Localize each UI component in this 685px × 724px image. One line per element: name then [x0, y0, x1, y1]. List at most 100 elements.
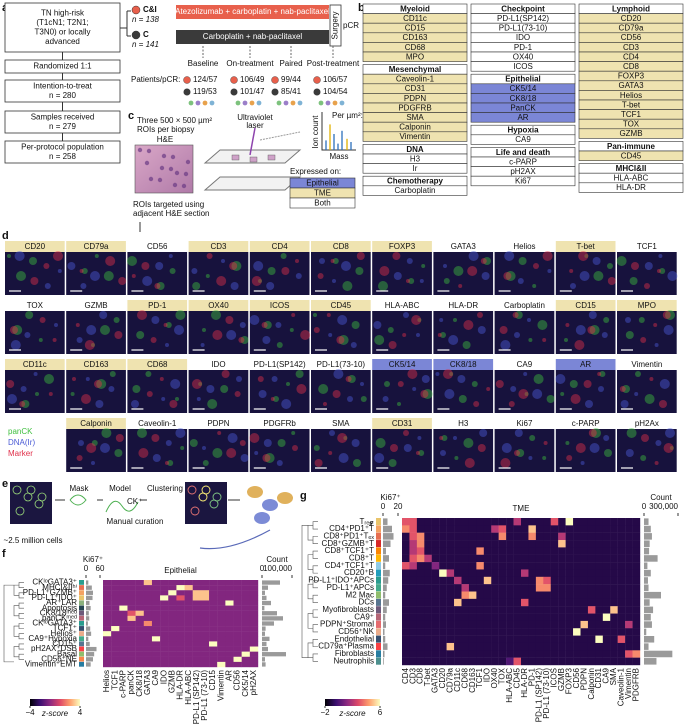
row-label: CA9⁺ [354, 612, 374, 621]
heatmap-cell [513, 591, 522, 600]
ki67-bar [383, 569, 390, 577]
tile-cell [319, 258, 325, 264]
c-count: 101/47 [240, 87, 265, 96]
tile-label: CD4 [272, 242, 289, 251]
flow-text: (T1cN1; T2N1; [36, 18, 88, 27]
heatmap-cell [573, 620, 581, 629]
heatmap-cell [409, 554, 418, 563]
tile-cell [156, 282, 165, 290]
tile-label: PD-L1(73-10) [317, 360, 366, 369]
heatmap-cell [446, 540, 455, 548]
tile-cell [569, 269, 574, 273]
heatmap-cell [558, 584, 566, 592]
heatmap-cell [233, 620, 242, 627]
tile-cell [564, 338, 568, 342]
heatmap-cell [249, 605, 259, 611]
tile-label: ICOS [270, 301, 290, 310]
tile-label: CD31 [392, 419, 413, 428]
heatmap-cell [632, 584, 641, 592]
heatmap-cell [424, 554, 432, 563]
tile-cell [619, 386, 626, 392]
tile-cell [555, 374, 566, 384]
heatmap-cell [192, 595, 202, 601]
heatmap-cell [103, 590, 112, 596]
tile-cell [142, 276, 153, 286]
tile-cell [95, 400, 104, 408]
heatmap-cell [558, 650, 566, 658]
heatmap-cell [225, 615, 234, 622]
clustered-image [185, 482, 227, 524]
tile-image [555, 311, 616, 354]
tile-label: Ki67 [516, 419, 533, 428]
ki67-bar [383, 525, 392, 533]
heatmap-cell [111, 610, 120, 617]
ki67-bar [383, 628, 385, 636]
heatmap-cell [468, 650, 477, 658]
tile-cell [273, 396, 279, 402]
heatmap-cell [103, 661, 112, 668]
heatmap-cell [151, 605, 161, 611]
tile-cell [267, 267, 276, 275]
heatmap-cell [127, 631, 136, 637]
heatmap-cell [431, 642, 440, 651]
marker-name: SMA [406, 113, 424, 122]
ki67-bar [86, 595, 93, 601]
heatmap-cell [184, 620, 193, 627]
heatmap-cell [468, 518, 477, 526]
tile-label: FOXP3 [389, 242, 416, 251]
heatmap-cell [225, 656, 234, 663]
heatmap-cell [111, 651, 120, 657]
heatmap-cell [151, 661, 161, 668]
heatmap-cell [111, 656, 120, 663]
heatmap-cell [241, 585, 251, 591]
tile-cell [10, 326, 18, 334]
heatmap-cell [491, 584, 499, 592]
tile-cell [532, 389, 543, 399]
heatmap-cell [573, 554, 581, 563]
tile-label: CD20 [25, 242, 46, 251]
tile-cell [528, 338, 533, 342]
tile-cell [406, 279, 410, 283]
legend-label: Epithelial [306, 179, 339, 188]
targeted-text: ROIs targeted using [133, 200, 204, 209]
tile-cell [565, 323, 570, 327]
heatmap-cell [416, 562, 425, 570]
heatmap-cell [468, 540, 477, 548]
heatmap-cell [617, 540, 626, 548]
heatmap-cell [446, 635, 455, 644]
tile-label: HLA-DR [448, 301, 478, 310]
tile-header [372, 241, 432, 252]
heatmap-cell [625, 554, 633, 563]
heatmap-cell [402, 635, 410, 644]
tile-image [5, 252, 65, 295]
tile-cell [220, 385, 229, 393]
heatmap-cell [461, 562, 470, 570]
heatmap-cell [461, 569, 470, 577]
sample-dot [276, 100, 282, 106]
heatmap-cell [409, 635, 418, 644]
heatmap-cell [632, 635, 641, 644]
tile-image [617, 311, 677, 354]
heatmap-cell [409, 532, 418, 541]
heatmap-cell [602, 540, 611, 548]
tile-cell [39, 317, 46, 323]
heatmap-cell [632, 562, 641, 570]
column-label: CK8/18 [135, 669, 144, 696]
legend-label: Both [314, 199, 330, 208]
heatmap-cell [625, 628, 633, 636]
heatmap-cell [103, 636, 112, 642]
marker-name: CK8/18 [510, 94, 537, 103]
heatmap-cell [151, 610, 161, 617]
heatmap-cell [119, 610, 128, 617]
model-label: Model [109, 484, 131, 493]
count-bar [262, 641, 267, 647]
heatmap-cell [446, 554, 455, 563]
column-label: HLA-ABC [505, 668, 514, 703]
heatmap-cell [431, 591, 440, 600]
heatmap-cell [143, 595, 153, 601]
heatmap-cell [498, 606, 507, 614]
heatmap-cell [602, 650, 611, 658]
heatmap-cell [135, 600, 144, 606]
heatmap-cell [580, 569, 589, 577]
heatmap-cell [241, 661, 251, 668]
